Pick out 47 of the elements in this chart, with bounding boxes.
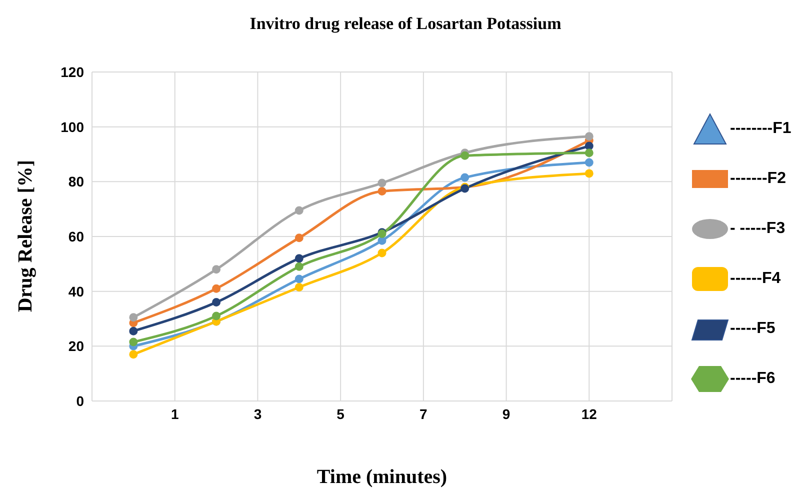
point — [584, 158, 594, 167]
x-tick-label: 12 — [581, 406, 598, 422]
y-tick-label: 20 — [68, 338, 84, 354]
point — [129, 350, 138, 359]
point — [129, 326, 138, 336]
point — [294, 262, 304, 271]
legend-label: -------F2 — [730, 170, 786, 188]
chart-title: Invitro drug release of Losartan Potassium — [248, 14, 562, 34]
point — [294, 206, 304, 215]
point — [584, 169, 594, 178]
point — [294, 282, 304, 292]
y-axis-title: Drug Release [%] — [14, 160, 38, 312]
y-tick-label: 40 — [68, 283, 84, 300]
y-tick-label: 60 — [68, 228, 84, 244]
point — [460, 151, 470, 160]
y-tick-label: 100 — [60, 118, 84, 135]
point — [294, 254, 304, 263]
point — [294, 274, 304, 284]
point — [378, 236, 386, 245]
x-tick-label: 3 — [254, 406, 262, 422]
x-tick-label: 5 — [336, 406, 345, 422]
point — [212, 265, 221, 274]
point — [212, 298, 221, 307]
point — [212, 284, 221, 293]
point — [460, 173, 470, 182]
x-tick-label: 1 — [170, 406, 179, 422]
point — [294, 234, 304, 242]
point — [378, 187, 386, 196]
point — [584, 132, 594, 141]
legend-label: -----F6 — [730, 370, 776, 388]
legend-label: - -----F3 — [730, 220, 786, 238]
y-tick-label: 80 — [68, 174, 84, 190]
point — [129, 313, 138, 322]
point — [212, 312, 221, 320]
legend-label: -----F5 — [730, 320, 776, 338]
point — [584, 148, 594, 158]
point — [378, 248, 386, 258]
point — [584, 142, 594, 150]
point — [129, 338, 138, 346]
y-tick-label: 0 — [76, 392, 84, 409]
x-tick-label: 7 — [420, 406, 428, 422]
y-tick-label: 120 — [60, 64, 84, 80]
x-tick-label: 9 — [502, 406, 510, 422]
legend-label: --------F1 — [730, 120, 792, 138]
legend-label: ------F4 — [730, 270, 781, 288]
x-axis-title: Time (minutes) — [316, 466, 448, 489]
point — [378, 178, 386, 188]
